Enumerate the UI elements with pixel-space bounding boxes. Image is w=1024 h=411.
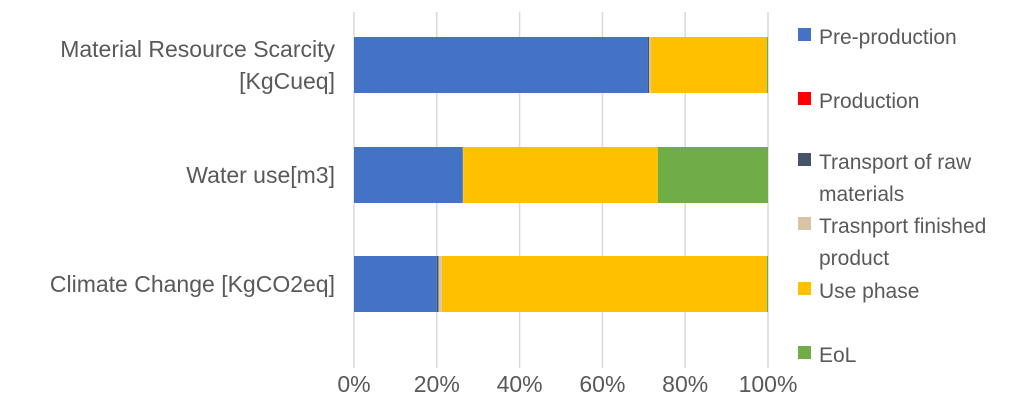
x-tick-label: 60%	[579, 371, 625, 397]
bar-segment	[650, 37, 767, 93]
legend-label: Trasnport finished	[819, 215, 986, 238]
legend-swatch	[798, 153, 811, 166]
x-tick-label: 80%	[662, 371, 708, 397]
bar-segment	[354, 37, 648, 93]
x-tick-label: 20%	[414, 371, 460, 397]
y-category-label: [KgCueq]	[239, 68, 335, 94]
legend-label: product	[819, 247, 889, 270]
legend-swatch	[798, 28, 811, 41]
legend-swatch	[798, 92, 811, 105]
bar-segment	[354, 256, 437, 312]
bar-segment	[438, 256, 442, 312]
bar-segment	[441, 256, 767, 312]
y-category-label: Material Resource Scarcity	[60, 36, 335, 62]
bar-segment	[463, 147, 658, 203]
bar-segment	[657, 147, 768, 203]
legend-label: Use phase	[819, 280, 919, 303]
legend-swatch	[798, 282, 811, 295]
legend-label: Production	[819, 90, 919, 113]
legend-label: EoL	[819, 344, 856, 367]
bar-segment	[766, 256, 768, 312]
bar-segment	[766, 37, 768, 93]
legend-label: materials	[819, 183, 904, 206]
legend-swatch	[798, 346, 811, 359]
bar-segment	[354, 147, 463, 203]
legend-label: Pre-production	[819, 26, 957, 49]
x-tick-label: 40%	[497, 371, 543, 397]
bar-segment	[436, 256, 439, 312]
y-category-label: Water use[m3]	[186, 162, 335, 188]
legend-label: Transport of raw	[819, 151, 972, 174]
x-tick-label: 0%	[337, 371, 370, 397]
bar-segment	[462, 147, 464, 203]
legend-swatch	[798, 217, 811, 230]
bar-segment	[647, 37, 650, 93]
bar-segment	[649, 37, 651, 93]
y-category-label: Climate Change [KgCO2eq]	[50, 271, 335, 297]
x-tick-label: 100%	[739, 371, 798, 397]
